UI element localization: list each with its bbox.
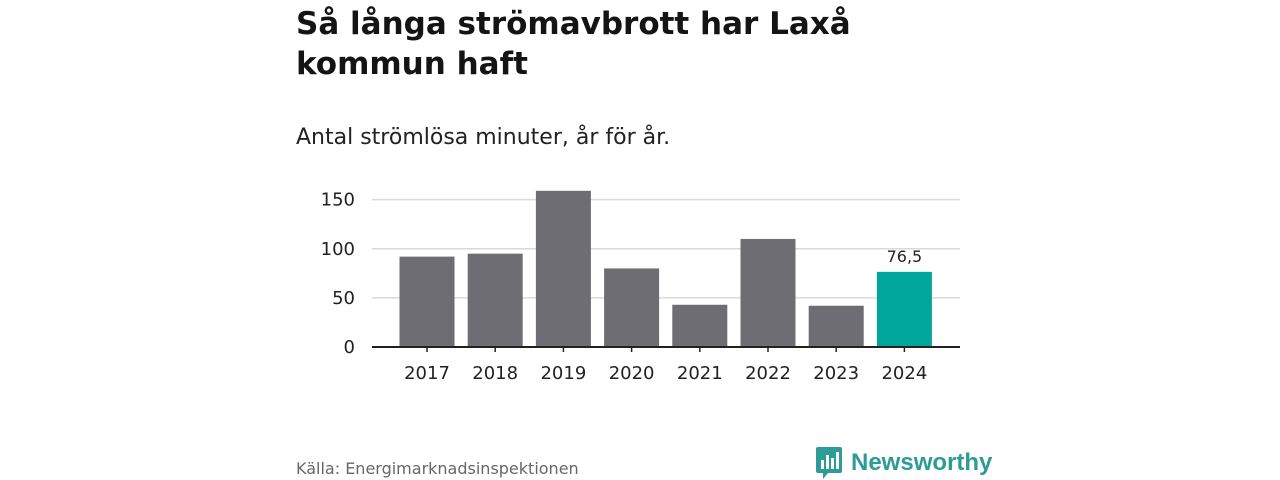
bar-2021 (672, 304, 728, 347)
data-label-2024: 76,5 (887, 247, 923, 266)
x-tick-label: 2017 (404, 363, 450, 384)
chart-title: Så långa strömavbrott har Laxå kommun ha… (296, 6, 851, 82)
bar-2018 (467, 253, 523, 347)
bar-2022 (740, 238, 796, 347)
y-tick-label: 150 (321, 190, 355, 211)
newsworthy-logo-icon (816, 447, 842, 479)
x-tick-label: 2024 (881, 363, 927, 384)
source-note: Källa: Energimarknadsinspektionen (296, 459, 579, 478)
x-tick-label: 2019 (540, 363, 586, 384)
bar-2020 (604, 268, 660, 347)
bar-2019 (535, 190, 591, 347)
x-tick-label: 2021 (677, 363, 723, 384)
x-tick-label: 2023 (813, 363, 859, 384)
chart-subtitle: Antal strömlösa minuter, år för år. (296, 125, 671, 150)
newsworthy-brand: Newsworthy (815, 446, 992, 480)
y-tick-label: 100 (321, 239, 355, 260)
bar-2017 (399, 256, 455, 347)
bar-2024 (876, 271, 932, 347)
bar-2023 (808, 305, 864, 347)
x-tick-label: 2020 (609, 363, 655, 384)
y-tick-label: 50 (332, 288, 355, 309)
bar-chart: 0 50 100 150 2017 2018 2019 2020 2021 2022 2023 202… (321, 190, 960, 384)
x-tick-label: 2018 (472, 363, 518, 384)
brand-name: Newsworthy (851, 449, 993, 476)
y-tick-label: 0 (344, 337, 355, 358)
x-tick-label: 2022 (745, 363, 791, 384)
